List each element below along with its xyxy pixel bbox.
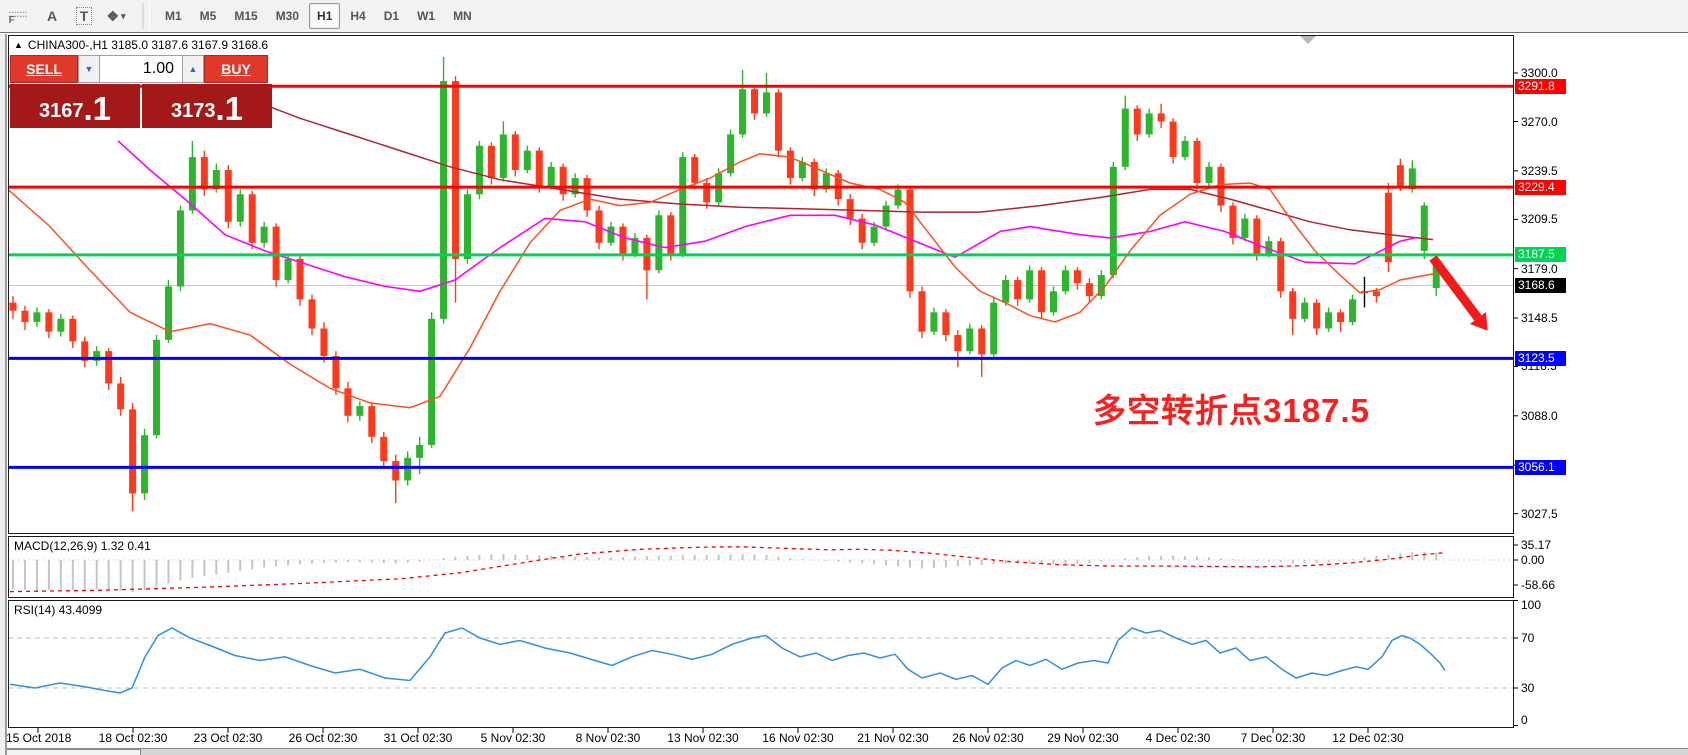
chart-tab-strip <box>0 748 1688 755</box>
time-axis-label: 31 Oct 02:30 <box>383 731 453 745</box>
price-level-badge: 3123.5 <box>1515 350 1566 366</box>
macd-label: MACD(12,26,9) 1.32 0.41 <box>14 539 151 553</box>
sell-price-panel[interactable]: 3167.1 <box>10 84 140 128</box>
buy-price-frac: .1 <box>215 90 244 127</box>
tf-button-m30[interactable]: M30 <box>275 9 300 23</box>
buy-price-main: 3173 <box>170 100 216 122</box>
rsi-axis-label: 30 <box>1521 681 1535 695</box>
price-tick-label: 3179.0 <box>1521 261 1558 276</box>
tf-button-m5[interactable]: M5 <box>199 9 217 23</box>
toolbar: ······· ······· F A T ❖ ▾ M1 M5 M15 M30 H1 … <box>0 0 1688 33</box>
chart-area[interactable] <box>0 34 1688 755</box>
buy-button[interactable]: BUY <box>204 55 268 83</box>
sell-price-frac: .1 <box>83 90 112 127</box>
macd-axis-label: 0.00 <box>1521 553 1545 567</box>
rsi-axis-label: 70 <box>1521 631 1535 645</box>
text-label-tool-icon[interactable]: A <box>46 8 58 24</box>
tf-button-h4[interactable]: H4 <box>350 9 366 23</box>
macd-axis-label: 35.17 <box>1521 537 1552 552</box>
time-axis-label: 26 Nov 02:30 <box>952 731 1024 745</box>
rsi-axis-label: 0 <box>1521 713 1528 727</box>
time-axis-label: 29 Nov 02:30 <box>1047 731 1119 745</box>
tf-button-m15[interactable]: M15 <box>234 9 258 23</box>
text-box-tool-icon[interactable]: T <box>71 3 97 29</box>
price-tick-label: 3209.5 <box>1521 212 1558 227</box>
time-axis-label: 23 Oct 02:30 <box>193 731 263 745</box>
buy-price-panel[interactable]: 3173.1 <box>142 84 272 128</box>
time-axis-label: 12 Dec 02:30 <box>1332 731 1404 745</box>
price-level-badge: 3187.5 <box>1515 247 1566 263</box>
toolbar-separator <box>142 3 150 29</box>
tf-button-w1[interactable]: W1 <box>417 9 436 23</box>
rsi-axis-label: 100 <box>1521 598 1542 612</box>
time-axis-label: 8 Nov 02:30 <box>575 731 641 745</box>
time-axis-label: 13 Nov 02:30 <box>667 731 739 745</box>
tf-button-mn[interactable]: MN <box>453 9 472 23</box>
price-tick-label: 3239.5 <box>1521 163 1558 178</box>
volume-input[interactable] <box>100 55 182 83</box>
scroll-position-marker-icon[interactable] <box>1300 36 1316 44</box>
tf-button-m1[interactable]: M1 <box>165 9 182 23</box>
window-left-border <box>0 34 7 755</box>
chart-tab[interactable] <box>3 749 141 755</box>
tf-button-d1[interactable]: D1 <box>383 9 400 23</box>
price-tick-label: 3270.0 <box>1521 114 1558 129</box>
sell-button[interactable]: SELL <box>10 55 78 83</box>
sell-price-main: 3167 <box>38 100 84 122</box>
time-axis-label: 5 Nov 02:30 <box>480 731 546 745</box>
time-axis-label: 15 Oct 2018 <box>6 731 72 745</box>
macd-axis-label: -58.66 <box>1521 578 1556 593</box>
price-tick-label: 3148.5 <box>1521 310 1558 325</box>
time-axis-label: 26 Oct 02:30 <box>288 731 358 745</box>
time-axis-label: 7 Dec 02:30 <box>1240 731 1306 745</box>
time-axis-label: 21 Nov 02:30 <box>857 731 929 745</box>
time-axis-label: 16 Nov 02:30 <box>762 731 834 745</box>
time-axis-label: 4 Dec 02:30 <box>1145 731 1211 745</box>
fibonacci-tool-icon[interactable]: ······· ······· F <box>8 7 28 26</box>
price-tick-label: 3300.0 <box>1521 66 1558 80</box>
price-level-badge: 3229.4 <box>1515 179 1566 195</box>
chart-title-text: CHINA300-,H1 3185.0 3187.6 3167.9 3168.6 <box>27 38 269 52</box>
rsi-label: RSI(14) 43.4099 <box>14 603 103 617</box>
one-click-trading-widget: SELL ▼ ▲ BUY 3167.1 3173.1 <box>10 55 273 128</box>
price-level-badge: 3291.8 <box>1515 78 1566 94</box>
price-tick-label: 3027.5 <box>1521 506 1558 521</box>
chart-title: ▲ CHINA300-,H1 3185.0 3187.6 3167.9 3168… <box>14 38 268 52</box>
arrows-tool-icon[interactable]: ❖ ▾ <box>106 7 126 24</box>
chart-annotation: 多空转折点3187.5 <box>1093 392 1370 429</box>
price-level-badge: 3168.6 <box>1515 277 1566 293</box>
volume-decrease-button[interactable]: ▼ <box>78 55 100 83</box>
time-axis-label: 18 Oct 02:30 <box>98 731 168 745</box>
tf-button-h1[interactable]: H1 <box>309 3 341 29</box>
volume-increase-button[interactable]: ▲ <box>182 55 204 83</box>
price-tick-label: 3088.0 <box>1521 408 1558 423</box>
price-level-badge: 3056.1 <box>1515 459 1566 475</box>
symbol-marker-icon: ▲ <box>14 40 23 50</box>
chevron-down-icon: ▾ <box>121 10 126 21</box>
